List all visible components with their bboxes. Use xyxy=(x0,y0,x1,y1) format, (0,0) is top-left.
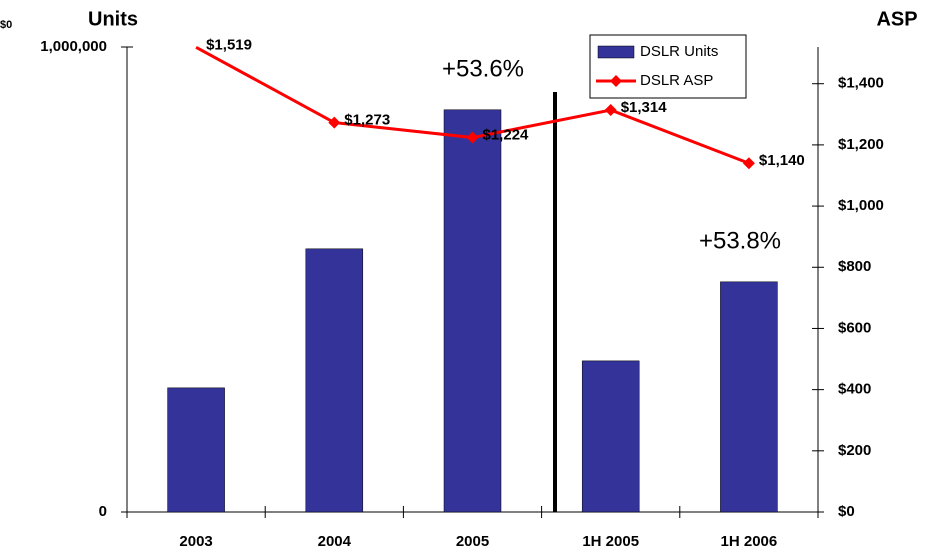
marker xyxy=(742,157,755,170)
data-label: $1,519 xyxy=(206,36,252,53)
annotation: +53.8% xyxy=(699,227,781,254)
annotation: +53.6% xyxy=(442,55,524,82)
data-label: $1,273 xyxy=(344,112,390,129)
y2-tick-label: $800 xyxy=(838,258,871,275)
bar xyxy=(167,387,225,513)
marker xyxy=(466,131,479,144)
bar xyxy=(581,360,640,513)
x-tick-label: 2004 xyxy=(318,533,352,550)
y2-tick-label: $1,000 xyxy=(838,197,884,214)
corner-label: $0 xyxy=(0,19,12,31)
data-label: $1,314 xyxy=(621,99,668,116)
x-tick-label: 1H 2006 xyxy=(721,533,778,550)
y2-tick-label: $0 xyxy=(838,503,855,520)
x-tick-label: 1H 2005 xyxy=(582,533,639,550)
y2-tick-label: $200 xyxy=(838,442,871,459)
bar xyxy=(305,248,364,513)
y-tick-label: 1,000,000 xyxy=(40,38,107,55)
legend-marker xyxy=(610,75,622,87)
bar xyxy=(443,109,502,513)
y2-tick-label: $600 xyxy=(838,319,871,336)
y2-tick-label: $1,200 xyxy=(838,136,884,153)
data-label: $1,224 xyxy=(483,127,530,144)
y-tick-label: 0 xyxy=(99,503,107,520)
bar xyxy=(720,281,778,513)
y-axis-title: Units xyxy=(88,8,138,30)
legend-label: DSLR Units xyxy=(640,43,718,60)
legend-swatch xyxy=(597,45,635,59)
x-tick-label: 2003 xyxy=(179,533,212,550)
marker xyxy=(604,104,617,117)
marker xyxy=(328,116,341,129)
x-tick-label: 2005 xyxy=(456,533,489,550)
legend-box xyxy=(589,34,747,99)
y2-tick-label: $1,400 xyxy=(838,75,884,92)
data-label: $1,140 xyxy=(759,152,805,169)
legend-label: DSLR ASP xyxy=(640,72,713,89)
y2-tick-label: $400 xyxy=(838,381,871,398)
y2-axis-title: ASP xyxy=(876,8,917,30)
